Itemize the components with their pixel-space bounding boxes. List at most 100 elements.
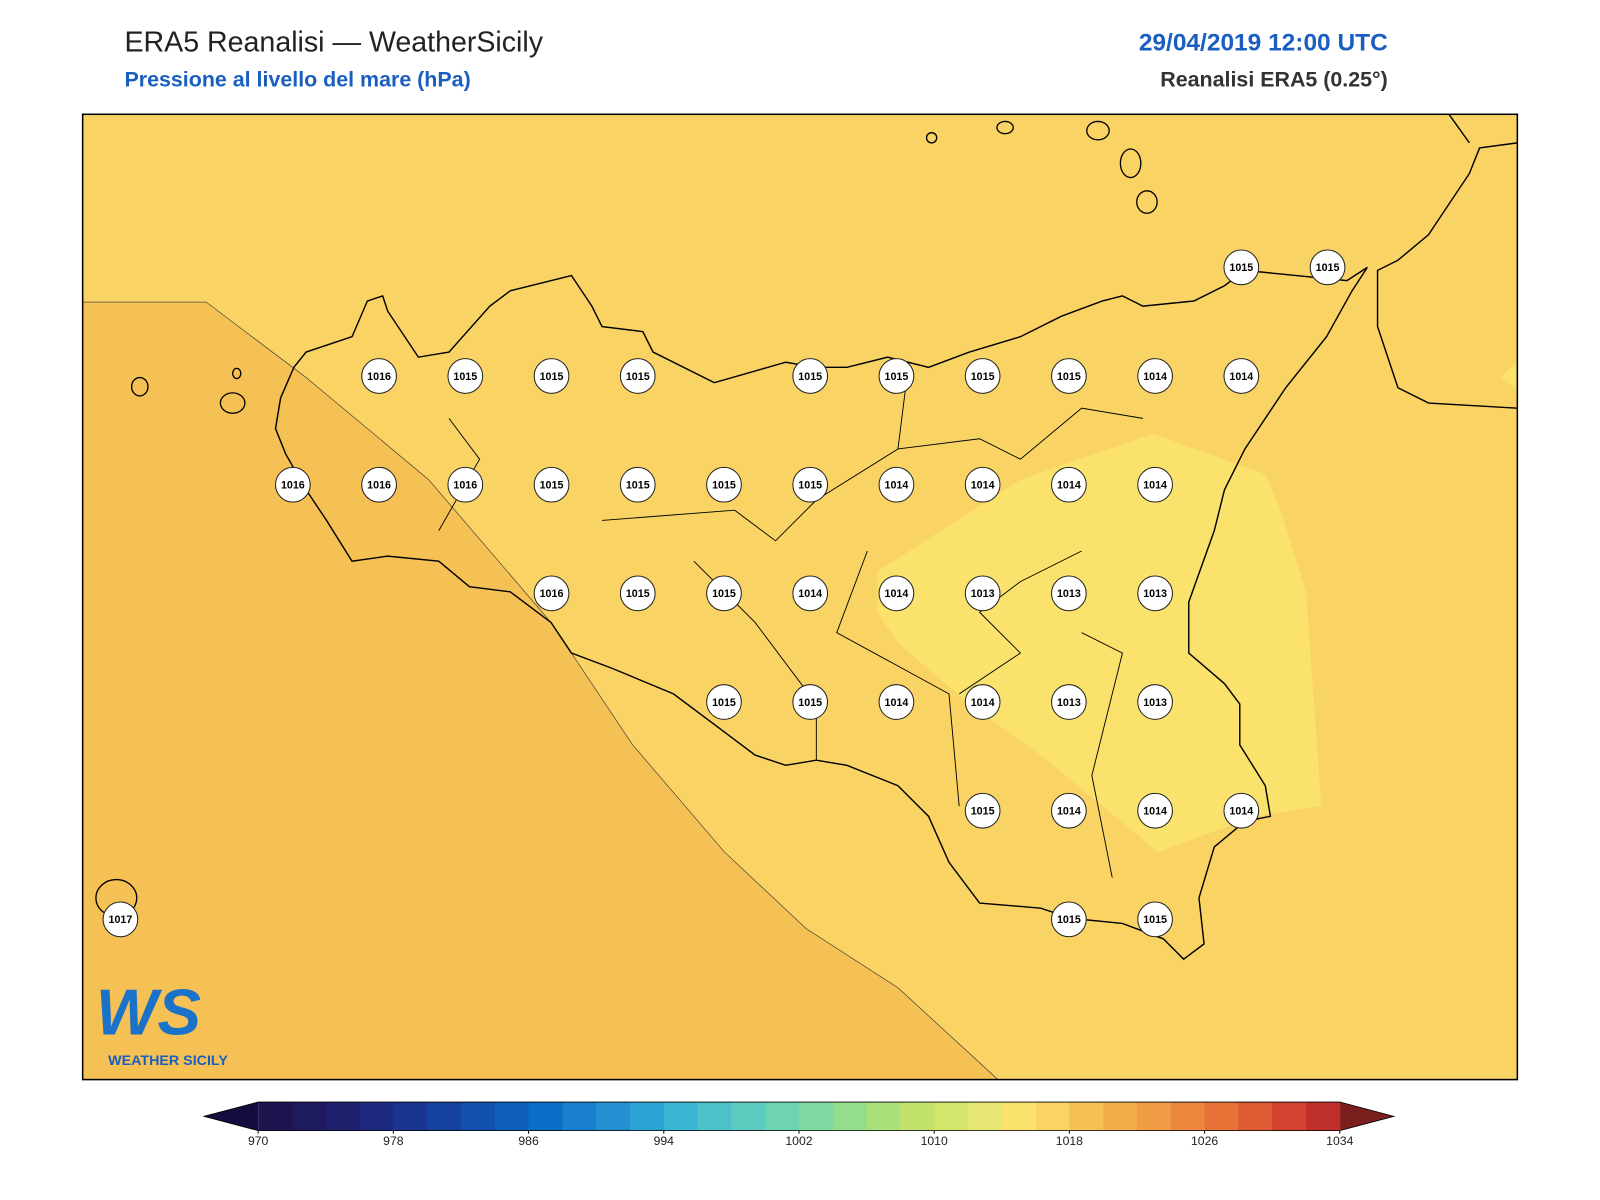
station-marker [792, 575, 829, 612]
colorbar-segment [494, 1102, 530, 1131]
field-low [877, 433, 1322, 853]
station-marker [1051, 575, 1087, 612]
station-value: 1014 [1229, 371, 1253, 383]
station-value: 1016 [453, 480, 477, 492]
station: 1015 [878, 358, 915, 394]
colorbar-segment [1238, 1102, 1273, 1131]
station-marker [619, 575, 656, 612]
station-value: 1014 [1229, 806, 1253, 818]
station-value: 1015 [798, 697, 822, 709]
station-marker [878, 684, 915, 720]
colorbar-segment [697, 1102, 732, 1131]
station-marker [964, 684, 1001, 720]
station-marker [964, 466, 1001, 503]
colorbar-tick-label: 1010 [921, 1134, 948, 1148]
colorbar-segment [1204, 1102, 1239, 1131]
station-marker [102, 901, 139, 938]
field-high [82, 301, 999, 1080]
colorbar-segment [258, 1102, 293, 1131]
station-marker [1137, 684, 1173, 720]
stations: 1015 1015 1016 1015 1015 1015 1015 1015 1015 1015… [102, 249, 1346, 938]
station: 1015 [619, 358, 656, 394]
station-value: 1015 [453, 371, 477, 383]
station-value: 1015 [1229, 262, 1253, 274]
source: Reanalisi ERA5 (0.25°) [1160, 67, 1387, 91]
station: 1014 [1223, 792, 1260, 829]
station-marker [619, 466, 656, 503]
station: 1013 [1137, 684, 1173, 720]
station-value: 1014 [971, 480, 995, 492]
station-value: 1014 [885, 588, 909, 600]
colorbar-segment [596, 1102, 631, 1131]
station-value: 1014 [1057, 480, 1081, 492]
station-value: 1015 [626, 480, 650, 492]
station: 1015 [1051, 901, 1087, 938]
colorbar-over [1339, 1102, 1394, 1131]
station-marker [792, 358, 829, 394]
station-value: 1016 [367, 480, 391, 492]
station-value: 1014 [885, 480, 909, 492]
station-value: 1015 [1316, 262, 1340, 274]
station: 1015 [964, 792, 1001, 829]
station: 1014 [878, 466, 915, 503]
station: 1015 [1137, 901, 1173, 938]
date: 29/04/2019 12:00 UTC [1139, 29, 1388, 56]
colorbar-tick-label: 970 [248, 1134, 269, 1148]
station-value: 1015 [798, 371, 822, 383]
station-value: 1014 [885, 697, 909, 709]
station-value: 1013 [1143, 697, 1167, 709]
subtitle: Pressione al livello del mare (hPa) [124, 67, 470, 91]
colorbar-segment [1035, 1102, 1070, 1131]
station-value: 1014 [1057, 806, 1081, 818]
colorbar-segment [731, 1102, 766, 1131]
station: 1015 [1051, 358, 1087, 394]
station-marker [275, 466, 311, 503]
station-marker [792, 684, 829, 720]
colorbar-segment [325, 1102, 361, 1131]
colorbar-segment [1305, 1102, 1341, 1131]
colorbar-segment [967, 1102, 1003, 1131]
station-value: 1015 [626, 371, 650, 383]
station-marker [533, 358, 570, 394]
station-marker [619, 358, 656, 394]
station: 1014 [1223, 358, 1260, 394]
station: 1014 [1137, 792, 1173, 829]
station-value: 1015 [885, 371, 909, 383]
station: 1014 [1051, 466, 1087, 503]
colorbar-segment [427, 1102, 462, 1131]
logo-mark: WS [96, 976, 201, 1049]
station: 1015 [533, 466, 570, 503]
colorbar-segment [663, 1102, 699, 1131]
station-marker [1137, 466, 1173, 503]
station-value: 1015 [626, 588, 650, 600]
station: 1015 [964, 358, 1001, 394]
station-marker [533, 575, 570, 612]
station-marker [1309, 249, 1346, 286]
station: 1015 [1223, 249, 1260, 286]
station-value: 1015 [712, 588, 736, 600]
station: 1014 [878, 575, 915, 612]
colorbar-tick-label: 1018 [1056, 1134, 1083, 1148]
station-marker [1051, 684, 1087, 720]
station: 1015 [619, 575, 656, 612]
colorbar-segment [900, 1102, 935, 1131]
station: 1016 [533, 575, 570, 612]
colorbar-segment [1001, 1102, 1037, 1131]
station: 1014 [878, 684, 915, 720]
station: 1015 [619, 466, 656, 503]
colorbar-segment [393, 1102, 428, 1131]
colorbar-tick-label: 986 [518, 1134, 539, 1148]
station: 1015 [706, 575, 742, 612]
station-value: 1015 [971, 806, 995, 818]
station-value: 1015 [712, 697, 736, 709]
station: 1014 [792, 575, 829, 612]
field-low [1500, 362, 1518, 390]
station-marker [878, 575, 915, 612]
colorbar-segment [1103, 1102, 1138, 1131]
colorbar-segment [1136, 1102, 1172, 1131]
colorbar-segment [1170, 1102, 1206, 1131]
station: 1013 [1137, 575, 1173, 612]
colorbar-segment [359, 1102, 394, 1131]
station: 1015 [792, 466, 829, 503]
station: 1015 [1309, 249, 1346, 286]
